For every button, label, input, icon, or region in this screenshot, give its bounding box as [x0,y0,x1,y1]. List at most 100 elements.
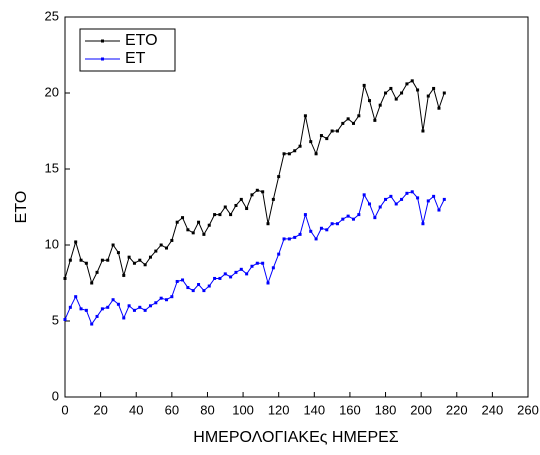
point [357,114,361,118]
point [325,137,329,141]
point [394,97,398,101]
point [287,237,291,241]
point [314,237,318,241]
point [437,106,441,110]
y-tick-label: 15 [45,160,59,175]
point [213,213,217,217]
point [250,264,254,268]
point [287,152,291,156]
point [442,91,446,95]
point [239,267,243,271]
point [309,140,313,144]
x-tick-label: 200 [410,402,432,417]
point [148,304,152,308]
legend-box [79,28,176,72]
point [426,94,430,98]
point [277,175,281,179]
point [213,276,217,280]
point [250,193,254,197]
point [282,237,286,241]
point [341,217,345,221]
point [63,276,67,280]
point [245,207,249,211]
point [218,213,222,217]
point [389,86,393,90]
point [405,191,409,195]
point [74,295,78,299]
point [335,129,339,133]
point [100,258,104,262]
x-tick-label: 240 [482,402,504,417]
point [239,197,243,201]
point [426,199,430,203]
legend-label: ETO [125,32,158,49]
point [442,197,446,201]
point [68,305,72,309]
point [416,196,420,200]
x-tick-label: 20 [93,402,107,417]
point [255,188,259,192]
point [319,226,323,230]
point [127,304,131,308]
point [255,261,259,265]
point [111,298,115,302]
point [132,261,136,265]
point [175,220,179,224]
point [271,197,275,201]
x-tick-label: 40 [129,402,143,417]
point [159,243,163,247]
point [378,103,382,107]
x-tick-label: 60 [165,402,179,417]
point [298,144,302,148]
point [373,216,377,220]
legend-marker [101,57,104,61]
point [384,197,388,201]
point [357,213,361,217]
x-tick-label: 120 [268,402,290,417]
point [400,197,404,201]
point [202,232,206,236]
point [421,129,425,133]
point [330,129,334,133]
point [159,296,163,300]
point [165,246,169,250]
point [132,308,136,312]
y-axis-label: ETO [13,191,30,224]
point [362,83,366,87]
point [122,273,126,277]
point [314,152,318,156]
point [266,281,270,285]
point [319,134,323,138]
point [111,243,115,247]
point [346,214,350,218]
x-tick-label: 0 [61,402,68,417]
point [154,301,158,305]
point [170,295,174,299]
series-line [64,80,445,285]
point [335,222,339,226]
point [116,302,120,306]
point [368,99,372,103]
y-tick-label: 10 [45,236,59,251]
point [143,308,147,312]
point [362,193,366,197]
x-tick-label: 140 [303,402,325,417]
point [421,222,425,226]
point [410,190,414,194]
point [405,82,409,86]
point [325,228,329,232]
point [229,275,233,279]
plot-frame [64,16,529,398]
x-tick-label: 180 [375,402,397,417]
point [303,114,307,118]
point [234,203,238,207]
point [410,79,414,83]
x-tick-label: 260 [517,402,539,417]
point [84,261,88,265]
point [373,118,377,122]
point [432,194,436,198]
y-tick-label: 25 [45,8,59,23]
point [432,86,436,90]
point [138,258,142,262]
point [351,217,355,221]
